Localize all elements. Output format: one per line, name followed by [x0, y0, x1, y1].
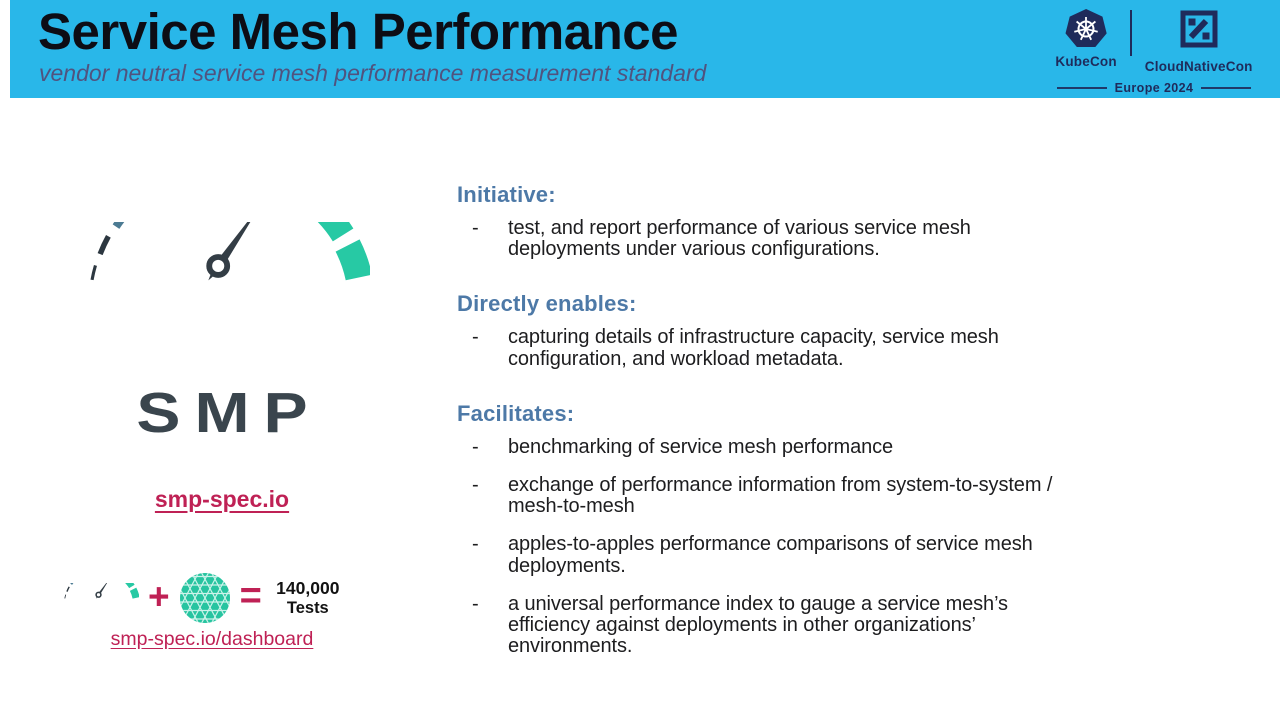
test-count: 140,000 Tests — [271, 577, 345, 617]
bullet-marker: - — [472, 217, 479, 239]
bullet-text: apples-to-apples performance comparisons… — [508, 533, 1033, 577]
test-count-label: Tests — [286, 598, 329, 617]
page-subtitle: vendor neutral service mesh performance … — [39, 60, 707, 86]
bullet-marker: - — [472, 435, 479, 458]
bullet-text: benchmarking of service mesh performance — [508, 435, 894, 458]
bullet-text: capturing details of infrastructure capa… — [508, 326, 999, 370]
cloudnativecon-logo: CloudNativeCon — [1145, 9, 1253, 74]
bullet-item: - apples-to-apples performance compariso… — [457, 533, 1167, 577]
event-logos: KubeCon CloudNativeCon — [1048, 9, 1260, 95]
edition-line-left — [1056, 87, 1107, 89]
test-count-value: 140,000 — [276, 577, 340, 598]
content-column: Initiative: - test, and report performan… — [457, 182, 1167, 657]
cloudnativecon-icon — [1179, 9, 1219, 54]
bullet-marker: - — [472, 533, 479, 556]
dashboard-link[interactable]: smp-spec.io/dashboard — [110, 628, 314, 650]
section-heading: Directly enables: — [457, 291, 637, 317]
bullet-item: - benchmarking of service mesh performan… — [457, 435, 1167, 458]
kubecon-logo: KubeCon — [1055, 9, 1117, 69]
event-edition: Europe 2024 — [1048, 81, 1260, 95]
bullet-text: test, and report performance of various … — [508, 217, 971, 261]
edition-line-right — [1201, 87, 1252, 89]
section-facilitates: Facilitates: - benchmarking of service m… — [457, 401, 1167, 658]
gauge-mini-icon — [59, 583, 139, 618]
section-initiative: Initiative: - test, and report performan… — [457, 182, 1167, 260]
equals-sign: = — [239, 574, 262, 617]
smp-panel: SMP smp-spec.io + — [57, 222, 387, 662]
bullet-marker: - — [472, 473, 479, 496]
logo-divider — [1129, 10, 1132, 56]
plus-sign: + — [148, 575, 170, 617]
bullet-marker: - — [472, 592, 479, 615]
edition-label: Europe 2024 — [1114, 81, 1194, 95]
section-heading: Initiative: — [457, 182, 556, 207]
kubecon-label: KubeCon — [1055, 54, 1117, 69]
header-banner: Service Mesh Performance vendor neutral … — [10, 0, 1280, 98]
smp-gauge-logo — [70, 222, 370, 353]
meshery-icon — [179, 573, 230, 623]
cloudnativecon-label: CloudNativeCon — [1144, 59, 1253, 74]
bullet-item: - test, and report performance of variou… — [457, 217, 1167, 261]
bullet-text: exchange of performance information from… — [508, 473, 1053, 518]
page-title: Service Mesh Performance — [38, 3, 679, 60]
tests-equation: + — [59, 570, 345, 626]
logo-row: KubeCon CloudNativeCon — [1048, 9, 1260, 74]
bullet-text: a universal performance index to gauge a… — [508, 592, 1008, 658]
bullet-marker: - — [472, 326, 479, 349]
smp-spec-link[interactable]: smp-spec.io — [154, 486, 290, 512]
kubernetes-helm-icon — [1065, 9, 1107, 47]
bullet-item: - capturing details of infrastructure ca… — [457, 326, 1167, 370]
bullet-item: - a universal performance index to gauge… — [457, 592, 1167, 658]
smp-wordmark: SMP — [136, 381, 322, 445]
section-heading: Facilitates: — [457, 400, 575, 426]
section-directly-enables: Directly enables: - capturing details of… — [457, 291, 1167, 369]
bullet-item: - exchange of performance information fr… — [457, 473, 1167, 518]
